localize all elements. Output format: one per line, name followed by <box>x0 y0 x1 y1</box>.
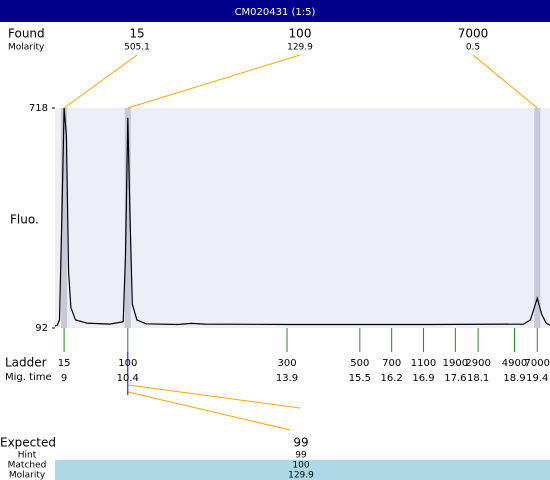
ladder-size: 500 <box>350 358 369 369</box>
found-size: 7000 <box>458 27 489 41</box>
trace <box>54 107 550 327</box>
ladder-time: 15.5 <box>349 373 371 384</box>
peak-band <box>534 108 541 328</box>
ladder-size: 2900 <box>465 358 490 369</box>
mig-time-label: Mig. time <box>5 372 52 383</box>
found-molarity: 129.9 <box>287 43 313 53</box>
assignment-value: 129.9 <box>288 471 314 480</box>
found-label: Found <box>8 27 45 41</box>
assignment-value: 100 <box>292 461 309 471</box>
ladder-size: 700 <box>382 358 401 369</box>
ladder-time: 9 <box>61 373 67 384</box>
assignment-label: Hint <box>18 451 37 461</box>
molarity-label: Molarity <box>8 43 45 53</box>
ladder-size: 1900 <box>443 358 468 369</box>
ladder-size: 7000 <box>525 358 550 369</box>
ladder-size: 15 <box>58 358 71 369</box>
ladder-size: 300 <box>277 358 296 369</box>
peak-band <box>124 108 131 328</box>
peak-band <box>61 108 68 328</box>
ladder-size: 1100 <box>411 358 436 369</box>
assignment-link <box>127 384 301 409</box>
ladder-time: 17.6 <box>444 373 466 384</box>
assignment-value: 99 <box>295 451 307 461</box>
matched-band <box>55 460 550 480</box>
ladder-size: 4900 <box>502 358 527 369</box>
title-bar <box>0 0 550 22</box>
title: CM020431 (1:5) <box>235 7 316 18</box>
ladder-time: 16.2 <box>381 373 403 384</box>
ladder-time: 18.9 <box>503 373 525 384</box>
peak-link <box>63 54 138 109</box>
assignment-link <box>127 391 291 431</box>
ladder-time: 16.9 <box>412 373 434 384</box>
found-size: 100 <box>289 27 312 41</box>
ladder-label: Ladder <box>5 356 47 370</box>
ladder-time: 19.4 <box>526 373 548 384</box>
assignment-label: Matched <box>8 461 47 471</box>
found-molarity: 505.1 <box>124 43 150 53</box>
peak-link <box>127 54 301 109</box>
plot-area <box>55 108 550 328</box>
y-tick-label: 92 <box>35 323 48 334</box>
peak-link <box>472 54 538 109</box>
ladder-time: 18.1 <box>467 373 489 384</box>
assignment-label: Expected <box>0 436 56 450</box>
found-molarity: 0.5 <box>466 43 480 53</box>
y-axis-label: Fluo. <box>10 213 39 227</box>
ladder-time: 13.9 <box>276 373 298 384</box>
found-size: 15 <box>129 27 144 41</box>
assignment-label: Molarity <box>9 471 46 480</box>
y-tick-label: 718 <box>29 103 48 114</box>
assignment-value: 99 <box>293 436 308 450</box>
